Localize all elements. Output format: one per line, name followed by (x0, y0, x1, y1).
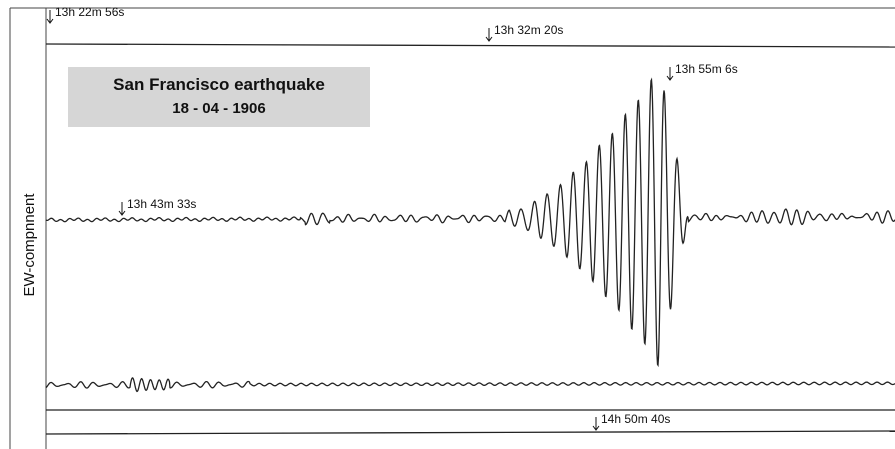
time-mark: 13h 22m 56s (55, 5, 124, 19)
date: 18 - 04 - 1906 (172, 100, 265, 117)
seismogram: EW-compnnent San Francisco earthquake 18… (0, 0, 895, 449)
component-label: EW-compnnent (21, 193, 38, 297)
time-mark: 14h 50m 40s (601, 412, 670, 426)
time-mark: 13h 43m 33s (127, 197, 196, 211)
title: San Francisco earthquake (113, 75, 325, 94)
time-mark: 13h 55m 6s (675, 62, 738, 76)
time-mark: 13h 32m 20s (494, 23, 563, 37)
